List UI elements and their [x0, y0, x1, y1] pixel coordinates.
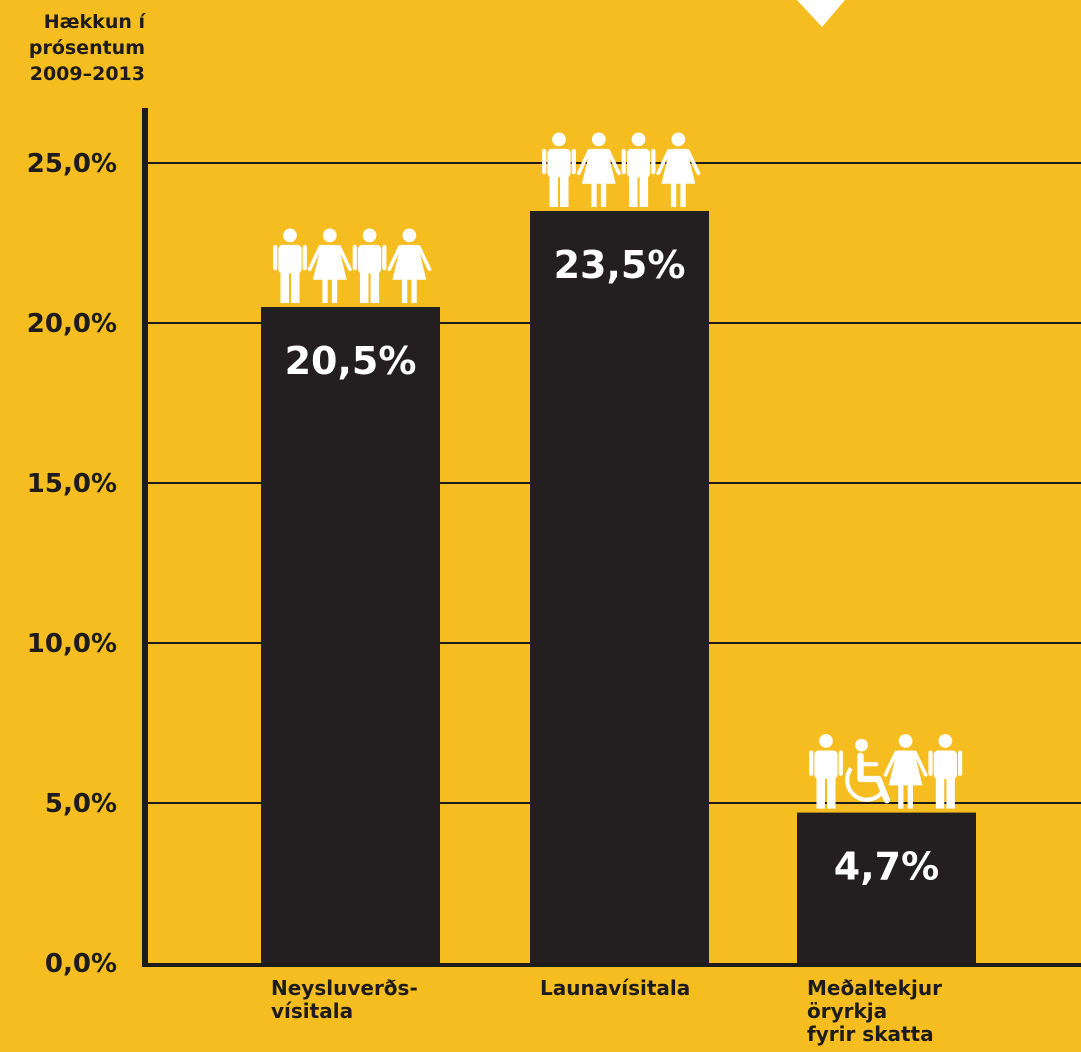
x-category-label: vísitala	[271, 999, 353, 1023]
y-axis-title-line-3: 2009–2013	[29, 63, 145, 85]
people-icon-group	[542, 132, 701, 207]
x-category-label: öryrkja	[807, 999, 887, 1023]
y-tick-label: 0,0%	[45, 949, 117, 979]
man-icon	[352, 228, 387, 303]
man-icon	[621, 132, 656, 207]
bar	[530, 211, 709, 963]
data-label: 23,5%	[554, 243, 686, 287]
man-icon	[809, 734, 843, 809]
y-axis-title-line-2: prósentum	[28, 37, 145, 59]
man-icon	[928, 734, 963, 809]
decorative-corner-triangle	[797, 0, 845, 27]
y-tick-label: 20,0%	[27, 309, 117, 339]
man-icon	[542, 132, 576, 207]
man-icon	[273, 228, 307, 303]
woman-icon	[883, 734, 928, 809]
x-category-label: Meðaltekjur	[807, 976, 942, 1000]
y-tick-label: 10,0%	[27, 629, 117, 659]
woman-icon	[576, 132, 621, 207]
x-category-label: Neysluverðs-	[271, 976, 418, 1000]
data-label: 20,5%	[285, 339, 417, 383]
people-icon-group	[809, 734, 963, 809]
woman-icon	[387, 228, 432, 303]
data-label: 4,7%	[834, 845, 939, 889]
wheelchair-icon	[845, 738, 891, 804]
x-category-label: Launavísitala	[540, 976, 690, 1000]
woman-icon	[656, 132, 701, 207]
y-tick-label: 5,0%	[45, 789, 117, 819]
bar	[797, 812, 976, 963]
woman-icon	[307, 228, 352, 303]
y-tick-label: 15,0%	[27, 469, 117, 499]
people-icon-group	[273, 228, 432, 303]
y-tick-label: 25,0%	[27, 149, 117, 179]
bar	[261, 307, 440, 963]
y-axis-title-line-1: Hækkun í	[43, 11, 145, 33]
x-category-label: fyrir skatta	[807, 1022, 934, 1046]
